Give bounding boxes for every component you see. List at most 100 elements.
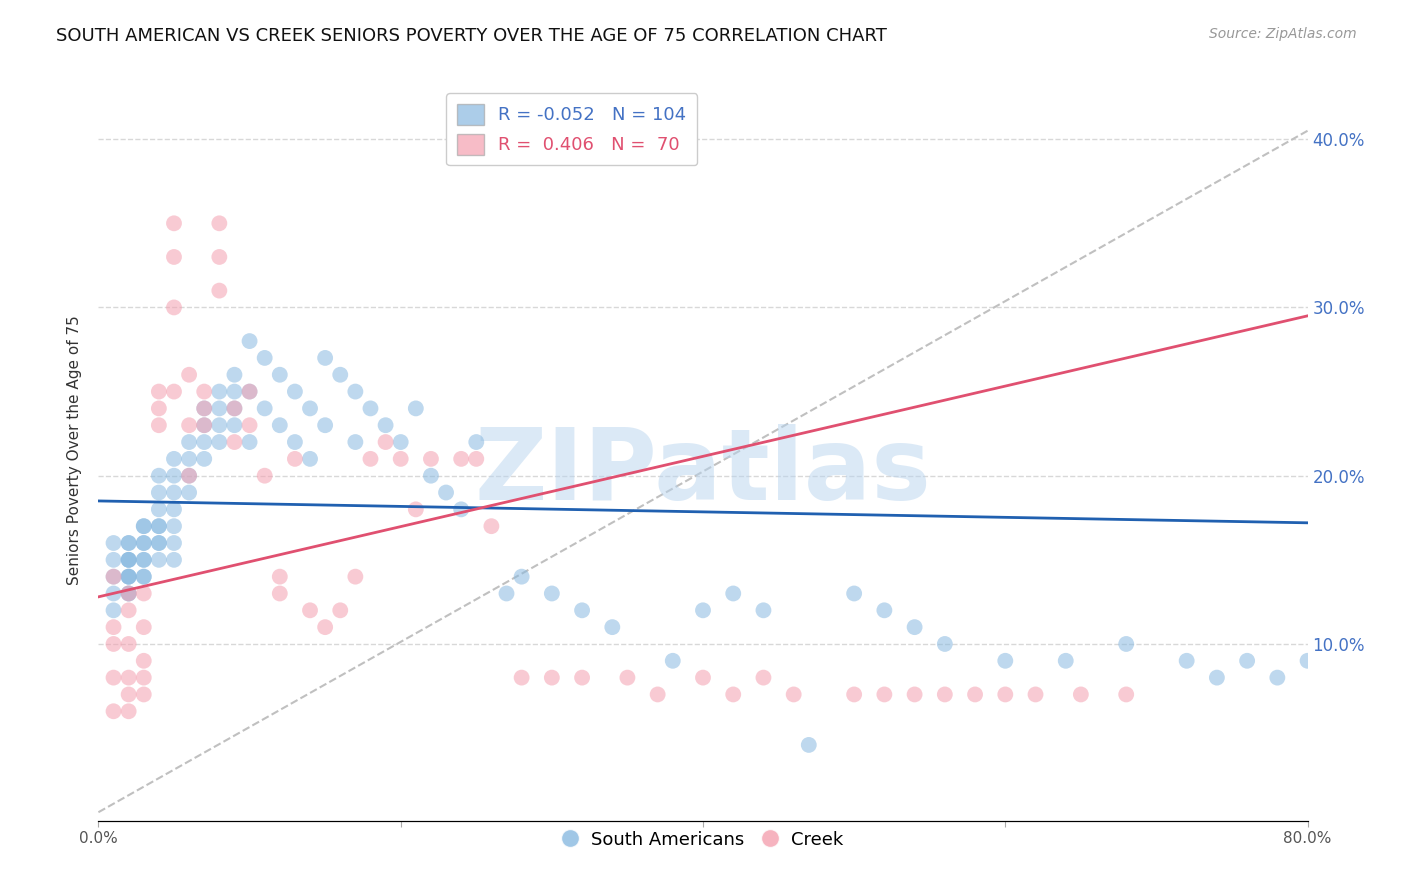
Point [118, 586, 141, 600]
Point [163, 519, 186, 533]
Point [148, 519, 170, 533]
Point [253, 401, 276, 416]
Point [420, 468, 443, 483]
Point [208, 401, 231, 416]
Point [208, 384, 231, 399]
Point [118, 586, 141, 600]
Point [1024, 688, 1046, 702]
Point [965, 688, 987, 702]
Point [148, 384, 170, 399]
Point [118, 569, 141, 583]
Point [269, 418, 291, 433]
Point [163, 536, 186, 550]
Point [103, 620, 125, 634]
Point [208, 250, 231, 264]
Point [118, 569, 141, 583]
Point [465, 451, 488, 466]
Point [723, 688, 745, 702]
Point [118, 603, 141, 617]
Point [752, 671, 775, 685]
Point [208, 284, 231, 298]
Point [118, 536, 141, 550]
Point [434, 485, 457, 500]
Point [132, 519, 155, 533]
Point [344, 435, 367, 450]
Point [374, 418, 396, 433]
Point [163, 384, 186, 399]
Point [163, 451, 186, 466]
Point [994, 688, 1017, 702]
Point [224, 435, 246, 450]
Point [132, 519, 155, 533]
Point [224, 368, 246, 382]
Point [132, 569, 155, 583]
Point [904, 620, 927, 634]
Point [314, 351, 336, 365]
Point [148, 502, 170, 516]
Point [1115, 637, 1137, 651]
Point [1070, 688, 1092, 702]
Point [163, 301, 186, 315]
Point [118, 569, 141, 583]
Point [132, 620, 155, 634]
Point [269, 368, 291, 382]
Point [103, 704, 125, 718]
Point [179, 435, 201, 450]
Point [329, 368, 352, 382]
Point [540, 671, 562, 685]
Point [148, 536, 170, 550]
Point [723, 586, 745, 600]
Point [661, 654, 683, 668]
Point [132, 586, 155, 600]
Point [118, 704, 141, 718]
Point [224, 401, 246, 416]
Point [692, 671, 714, 685]
Point [844, 586, 866, 600]
Point [374, 435, 396, 450]
Point [647, 688, 669, 702]
Point [405, 401, 427, 416]
Point [1296, 654, 1319, 668]
Point [1115, 688, 1137, 702]
Point [193, 418, 215, 433]
Point [389, 435, 412, 450]
Point [450, 451, 472, 466]
Point [284, 451, 307, 466]
Point [1206, 671, 1229, 685]
Point [360, 401, 382, 416]
Point [934, 688, 956, 702]
Point [904, 688, 927, 702]
Point [239, 435, 262, 450]
Point [389, 451, 412, 466]
Point [540, 586, 562, 600]
Point [1267, 671, 1289, 685]
Point [329, 603, 352, 617]
Point [360, 451, 382, 466]
Point [163, 250, 186, 264]
Point [269, 569, 291, 583]
Point [103, 586, 125, 600]
Point [450, 502, 472, 516]
Point [224, 384, 246, 399]
Point [783, 688, 806, 702]
Point [132, 536, 155, 550]
Point [118, 671, 141, 685]
Point [284, 435, 307, 450]
Point [253, 468, 276, 483]
Point [118, 553, 141, 567]
Text: ZIPatlas: ZIPatlas [475, 425, 931, 521]
Point [148, 553, 170, 567]
Point [208, 418, 231, 433]
Point [873, 603, 896, 617]
Point [239, 334, 262, 348]
Y-axis label: Seniors Poverty Over the Age of 75: Seniors Poverty Over the Age of 75 [67, 316, 83, 585]
Point [118, 586, 141, 600]
Point [193, 384, 215, 399]
Point [934, 637, 956, 651]
Point [118, 688, 141, 702]
Point [179, 368, 201, 382]
Point [132, 688, 155, 702]
Point [148, 519, 170, 533]
Point [224, 418, 246, 433]
Point [193, 435, 215, 450]
